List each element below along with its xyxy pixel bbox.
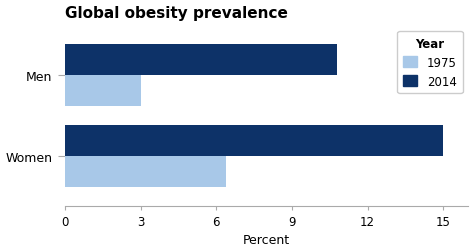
- Bar: [65, 44, 337, 75]
- Bar: [65, 75, 141, 106]
- Legend: 1975, 2014: 1975, 2014: [397, 32, 463, 94]
- Bar: [65, 156, 227, 187]
- Bar: [65, 126, 443, 156]
- X-axis label: Percent: Percent: [243, 234, 290, 246]
- Text: Global obesity prevalence: Global obesity prevalence: [65, 6, 288, 20]
